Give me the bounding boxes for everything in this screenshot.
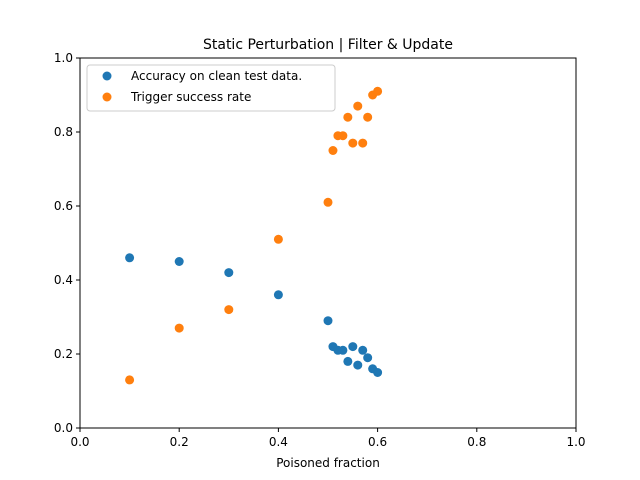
y-tick-label: 0.2 xyxy=(54,347,73,361)
x-tick-label: 0.0 xyxy=(70,435,89,449)
plot-frame xyxy=(79,57,577,429)
x-tick-label: 0.6 xyxy=(368,435,387,449)
y-tick-label: 1.0 xyxy=(54,51,73,65)
y-tick-label: 0.8 xyxy=(54,125,73,139)
legend-marker xyxy=(102,71,112,81)
data-point-series-0 xyxy=(373,368,383,377)
legend-marker xyxy=(102,92,112,102)
x-tick-label: 0.2 xyxy=(170,435,189,449)
data-point-series-0 xyxy=(348,342,358,352)
data-point-series-0 xyxy=(353,360,363,370)
data-point-series-1 xyxy=(343,112,353,122)
data-point-series-1 xyxy=(174,323,184,333)
data-point-series-1 xyxy=(338,131,348,141)
data-point-series-1 xyxy=(328,146,338,155)
data-point-series-1 xyxy=(348,138,358,148)
data-point-series-0 xyxy=(323,316,333,326)
x-tick-label: 0.4 xyxy=(269,435,288,449)
x-tick-label: 0.8 xyxy=(467,435,486,449)
data-point-series-0 xyxy=(174,257,184,266)
data-point-series-1 xyxy=(373,86,383,96)
data-point-series-1 xyxy=(224,305,234,315)
data-point-series-0 xyxy=(338,345,348,355)
data-points xyxy=(125,86,383,385)
data-point-series-1 xyxy=(125,375,135,385)
data-point-series-0 xyxy=(125,253,135,263)
data-point-series-0 xyxy=(363,353,373,363)
y-tick-label: 0.4 xyxy=(54,273,73,287)
data-point-series-1 xyxy=(273,234,283,244)
data-point-series-1 xyxy=(358,138,368,148)
data-point-series-0 xyxy=(343,356,353,366)
x-axis-label: Poisoned fraction xyxy=(276,456,380,470)
data-point-series-0 xyxy=(224,268,234,278)
data-point-series-0 xyxy=(273,290,283,300)
y-tick-label: 0.0 xyxy=(54,421,73,435)
data-point-series-0 xyxy=(358,345,368,355)
legend-label: Trigger success rate xyxy=(130,90,251,104)
y-tick-label: 0.6 xyxy=(54,199,73,213)
chart-title: Static Perturbation | Filter & Update xyxy=(203,37,453,53)
legend-label: Accuracy on clean test data. xyxy=(131,69,302,83)
data-point-series-1 xyxy=(363,112,373,122)
data-point-series-1 xyxy=(353,101,363,111)
legend-box xyxy=(86,64,336,112)
plot-area xyxy=(80,58,576,428)
x-tick-label: 1.0 xyxy=(566,435,585,449)
axis-ticks: 0.0 0.2 0.4 0.6 0.8 1.0 0.0 0.2 0.4 0.6 0.8 1.0 xyxy=(54,51,586,449)
data-point-series-1 xyxy=(323,197,333,207)
legend: Accuracy on clean test data. Trigger succ… xyxy=(86,64,336,112)
